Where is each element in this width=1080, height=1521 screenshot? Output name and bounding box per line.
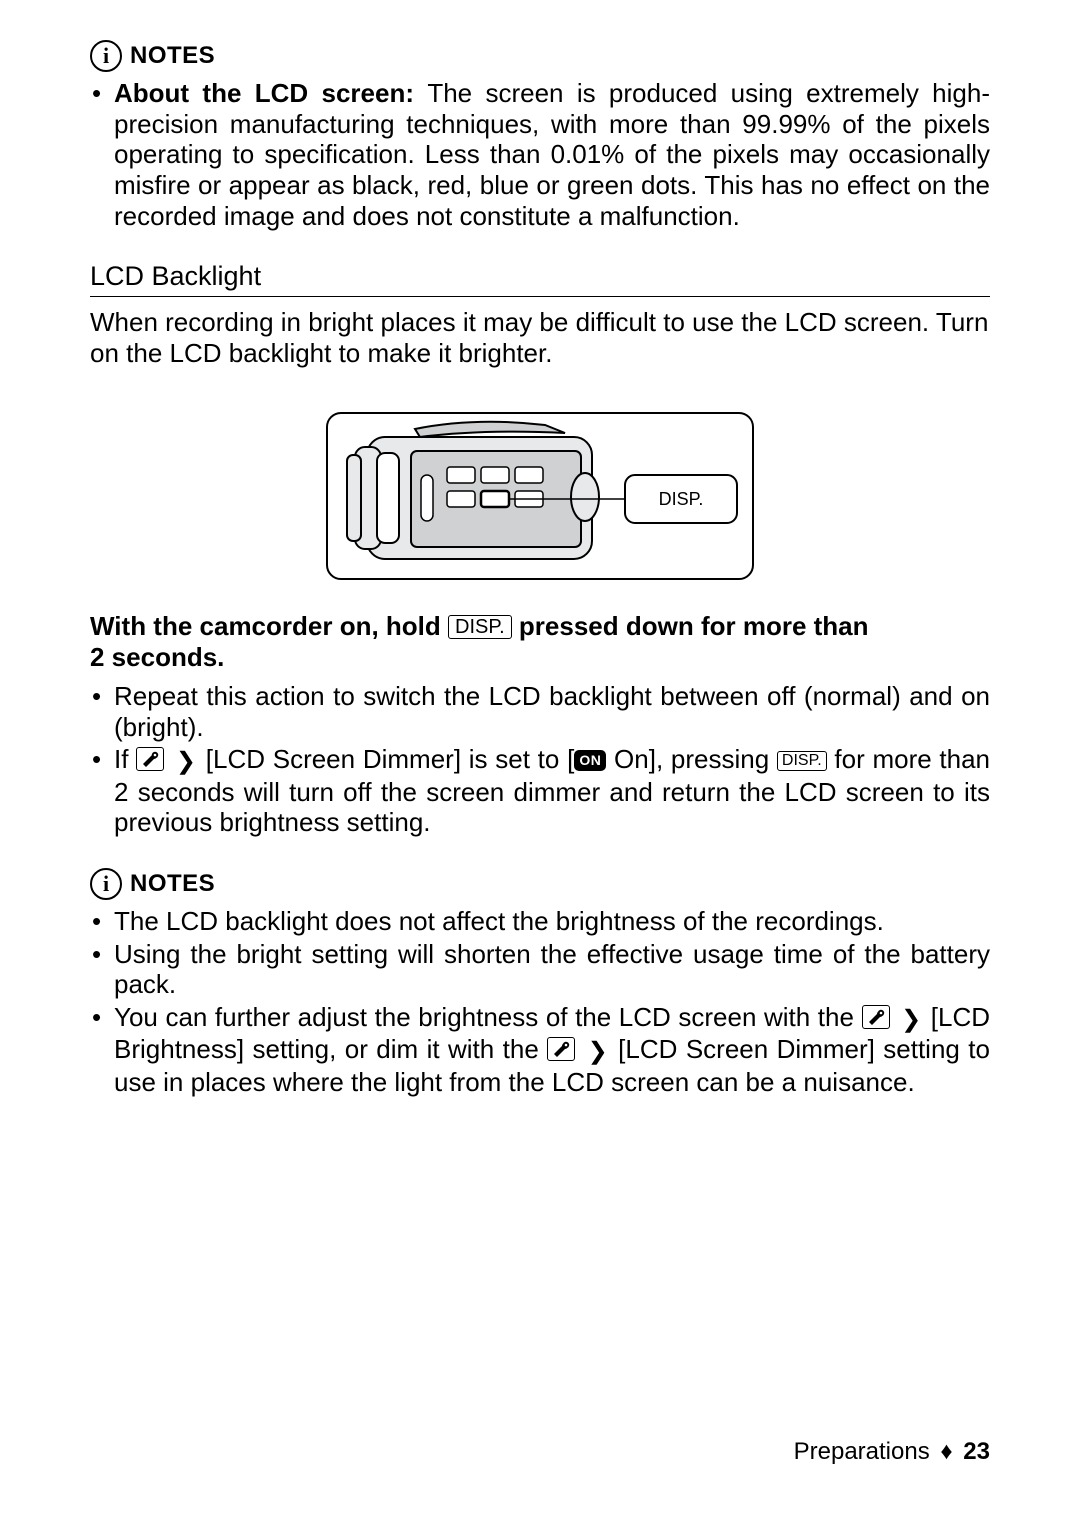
section-intro: When recording in bright places it may b… — [90, 307, 990, 368]
wrench-icon — [136, 747, 164, 771]
on-badge-icon: ON — [574, 750, 606, 771]
instruction-pre: With the camcorder on, hold — [90, 611, 448, 641]
footer-section: Preparations — [794, 1438, 930, 1465]
notes-item: About the LCD screen: The screen is prod… — [114, 78, 990, 231]
illustration-callout: DISP. — [659, 489, 704, 509]
notes-item: Using the bright setting will shorten th… — [114, 939, 990, 1000]
camcorder-illustration: DISP. — [325, 411, 755, 581]
instruction-item: If ❯ [LCD Screen Dimmer] is set to [ON O… — [114, 744, 990, 838]
section-heading: LCD Backlight — [90, 261, 990, 292]
diamond-icon: ♦ — [940, 1438, 952, 1465]
instruction-list: Repeat this action to switch the LCD bac… — [90, 681, 990, 838]
notes-item-lead: About the LCD screen: — [114, 78, 427, 108]
text: You can further adjust the brightness of… — [114, 1002, 862, 1032]
info-icon: i — [90, 868, 122, 900]
page-number: 23 — [963, 1438, 990, 1465]
disp-button-icon: DISP. — [448, 615, 512, 639]
notes-label: NOTES — [130, 870, 215, 898]
arrow-icon: ❯ — [901, 1006, 921, 1034]
info-icon: i — [90, 40, 122, 72]
wrench-icon — [862, 1005, 890, 1029]
text: On], pressing — [606, 744, 777, 774]
arrow-icon: ❯ — [588, 1038, 608, 1066]
instruction-item: Repeat this action to switch the LCD bac… — [114, 681, 990, 742]
notes-item: You can further adjust the brightness of… — [114, 1002, 990, 1097]
notes-header: i NOTES — [90, 40, 990, 72]
instruction: With the camcorder on, hold DISP. presse… — [90, 611, 990, 673]
disp-button-icon: DISP. — [777, 751, 827, 771]
section-rule — [90, 296, 990, 297]
notes-item: The LCD backlight does not affect the br… — [114, 906, 990, 937]
notes-header-2: i NOTES — [90, 868, 990, 900]
notes-label: NOTES — [130, 42, 215, 70]
text: [LCD Screen Dimmer] is set to [ — [198, 744, 574, 774]
notes-list-2: The LCD backlight does not affect the br… — [90, 906, 990, 1097]
arrow-icon: ❯ — [176, 748, 196, 776]
notes-list-1: About the LCD screen: The screen is prod… — [90, 78, 990, 231]
page-footer: Preparations ♦ 23 — [794, 1438, 990, 1466]
text: If — [114, 744, 136, 774]
wrench-icon — [547, 1037, 575, 1061]
